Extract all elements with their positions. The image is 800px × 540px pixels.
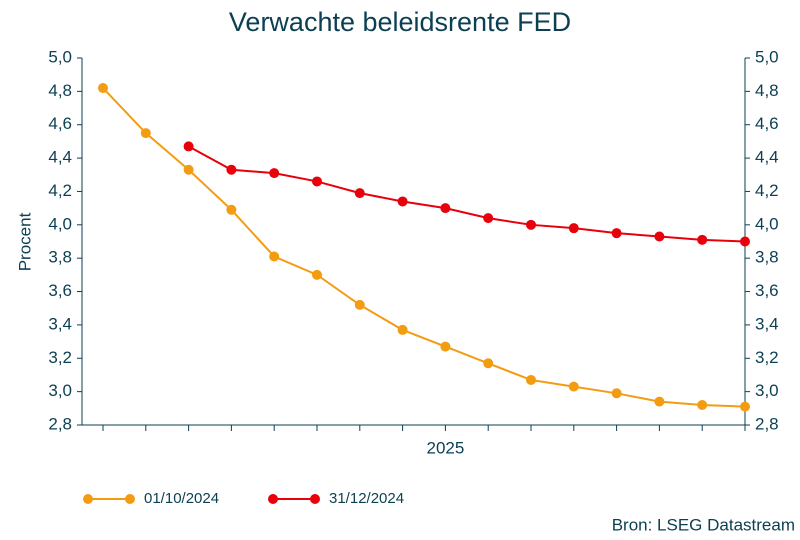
x-tick-label: 2025 [426, 438, 464, 457]
y-tick-label: 3,2 [48, 348, 72, 367]
y-tick-label: 3,8 [48, 248, 72, 267]
y2-tick-label: 4,6 [755, 114, 779, 133]
legend-marker [268, 494, 278, 504]
point [568, 223, 579, 234]
point [697, 399, 708, 410]
point [611, 388, 622, 399]
legend-marker [125, 494, 135, 504]
point [483, 213, 494, 224]
point [269, 168, 280, 179]
legend-label: 01/10/2024 [144, 490, 219, 507]
source: Bron: LSEG Datastream [612, 515, 795, 534]
y2-tick-label: 5,0 [755, 47, 779, 66]
series-line [102, 87, 746, 408]
y2-tick-label: 3,4 [755, 314, 779, 333]
point [611, 228, 622, 239]
y2-tick-label: 3,0 [755, 381, 779, 400]
y2-tick-label: 4,2 [755, 181, 779, 200]
point [526, 219, 536, 230]
y-tick-label: 4,4 [48, 148, 72, 167]
point [183, 141, 194, 152]
point [526, 374, 536, 385]
point [397, 324, 408, 335]
y-tick-label: 4,0 [48, 214, 72, 233]
series-line [188, 145, 746, 243]
y2-tick-label: 3,6 [755, 281, 779, 300]
point [740, 401, 750, 412]
point [397, 196, 408, 207]
point [354, 188, 365, 199]
point [654, 231, 665, 242]
point [183, 164, 194, 175]
point [269, 251, 280, 262]
y2-tick-label: 2,8 [755, 414, 779, 433]
point [140, 128, 151, 139]
y2-tick-label: 4,4 [755, 148, 779, 167]
point [740, 236, 750, 247]
y2-tick-label: 3,2 [755, 348, 779, 367]
point [312, 176, 322, 187]
point [312, 269, 322, 280]
y-tick-label: 5,0 [48, 47, 72, 66]
y-tick-label: 4,2 [48, 181, 72, 200]
y-tick-label: 4,8 [48, 81, 72, 100]
point [440, 341, 451, 352]
point [568, 381, 579, 392]
point [697, 234, 708, 245]
y2-tick-label: 3,8 [755, 248, 779, 267]
y-tick-label: 2,8 [48, 414, 72, 433]
point [226, 204, 237, 215]
point [654, 396, 665, 407]
y2-tick-label: 4,8 [755, 81, 779, 100]
y2-tick-label: 4,0 [755, 214, 779, 233]
point [440, 203, 451, 214]
legend-marker [310, 494, 320, 504]
y-tick-label: 3,4 [48, 314, 72, 333]
chart-title: Verwachte beleidsrente FED [229, 7, 571, 37]
y-tick-label: 3,0 [48, 381, 72, 400]
legend-marker [83, 494, 93, 504]
y-tick-label: 3,6 [48, 281, 72, 300]
point [354, 299, 365, 310]
point [226, 164, 237, 175]
legend-label: 31/12/2024 [329, 490, 404, 507]
point [483, 358, 494, 369]
point [98, 83, 108, 94]
y-axis-label: Procent [15, 212, 34, 271]
y-tick-label: 4,6 [48, 114, 72, 133]
